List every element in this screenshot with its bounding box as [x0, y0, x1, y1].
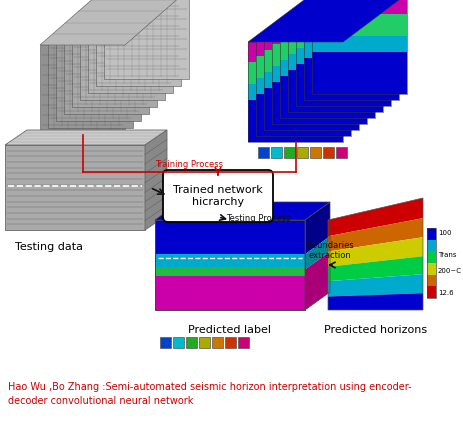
Bar [427, 228, 436, 240]
Polygon shape [328, 237, 423, 267]
Bar [160, 337, 171, 348]
Bar [297, 147, 308, 158]
Polygon shape [272, 44, 367, 66]
Bar [284, 147, 295, 158]
Polygon shape [280, 60, 375, 76]
Polygon shape [155, 276, 305, 310]
Polygon shape [104, 0, 189, 79]
Polygon shape [40, 0, 189, 45]
Polygon shape [145, 130, 167, 230]
Bar [199, 337, 210, 348]
Text: 200~C: 200~C [438, 269, 462, 275]
Polygon shape [48, 38, 133, 128]
Polygon shape [96, 0, 181, 86]
Polygon shape [272, 66, 367, 82]
Bar [323, 147, 334, 158]
Bar [212, 337, 223, 348]
Polygon shape [296, 6, 391, 26]
Polygon shape [272, 24, 367, 44]
Polygon shape [5, 130, 167, 145]
Polygon shape [280, 18, 375, 38]
Bar [427, 286, 436, 298]
Bar [427, 228, 436, 298]
Text: Hao Wu ,Bo Zhang :Semi-automated seismic horizon interpretation using encoder-: Hao Wu ,Bo Zhang :Semi-automated seismic… [8, 382, 412, 392]
Polygon shape [256, 56, 351, 78]
Polygon shape [296, 26, 391, 48]
Polygon shape [248, 0, 407, 42]
Bar [258, 147, 269, 158]
Polygon shape [280, 76, 375, 118]
Polygon shape [5, 145, 145, 230]
Polygon shape [248, 84, 343, 100]
Polygon shape [155, 254, 305, 267]
Polygon shape [155, 202, 330, 220]
Bar [427, 263, 436, 275]
Polygon shape [64, 24, 149, 114]
Bar [271, 147, 282, 158]
Polygon shape [256, 94, 351, 136]
Polygon shape [88, 3, 173, 93]
Bar [336, 147, 347, 158]
Polygon shape [312, 0, 407, 14]
Polygon shape [280, 38, 375, 60]
Polygon shape [248, 100, 343, 142]
Polygon shape [304, 20, 399, 42]
Polygon shape [256, 78, 351, 94]
Polygon shape [248, 62, 343, 84]
Bar [427, 275, 436, 286]
Polygon shape [264, 88, 359, 130]
Polygon shape [312, 36, 407, 52]
Polygon shape [155, 220, 305, 254]
Text: 12.6: 12.6 [438, 290, 454, 296]
Polygon shape [304, 58, 399, 100]
Text: Testing Process: Testing Process [226, 214, 290, 223]
Polygon shape [328, 256, 423, 281]
Polygon shape [72, 17, 157, 107]
FancyBboxPatch shape [163, 170, 273, 222]
Text: Boundaries
extraction: Boundaries extraction [306, 241, 354, 260]
Polygon shape [312, 14, 407, 36]
Polygon shape [304, 42, 399, 58]
Text: 100: 100 [438, 230, 451, 236]
Polygon shape [80, 10, 165, 100]
Text: Trained network
hicrarchy: Trained network hicrarchy [173, 185, 263, 207]
Bar [186, 337, 197, 348]
Bar [238, 337, 249, 348]
Polygon shape [288, 32, 383, 54]
Text: Training Process: Training Process [155, 160, 223, 169]
Polygon shape [272, 82, 367, 124]
Polygon shape [296, 48, 391, 64]
Polygon shape [288, 70, 383, 112]
Text: Predicted label: Predicted label [188, 325, 271, 335]
Polygon shape [304, 0, 399, 20]
Text: Testing data: Testing data [15, 242, 83, 252]
Polygon shape [248, 42, 343, 62]
Polygon shape [264, 30, 359, 50]
Text: Trans: Trans [438, 252, 457, 258]
Polygon shape [264, 72, 359, 88]
Polygon shape [40, 45, 125, 135]
Polygon shape [328, 274, 423, 297]
Text: Predicted horizons: Predicted horizons [324, 325, 427, 335]
Bar [225, 337, 236, 348]
Polygon shape [328, 198, 423, 236]
Polygon shape [256, 36, 351, 56]
Bar [310, 147, 321, 158]
Polygon shape [328, 218, 423, 252]
Polygon shape [288, 54, 383, 70]
Bar [427, 240, 436, 251]
Polygon shape [305, 202, 330, 254]
Polygon shape [328, 293, 423, 310]
Polygon shape [305, 236, 330, 269]
Bar [173, 337, 184, 348]
Polygon shape [264, 50, 359, 72]
Text: decoder convolutional neural network: decoder convolutional neural network [8, 396, 194, 406]
Polygon shape [312, 52, 407, 94]
Polygon shape [155, 267, 305, 276]
Polygon shape [56, 31, 141, 121]
Polygon shape [305, 252, 330, 310]
Polygon shape [296, 64, 391, 106]
Polygon shape [288, 12, 383, 32]
Bar [427, 251, 436, 263]
